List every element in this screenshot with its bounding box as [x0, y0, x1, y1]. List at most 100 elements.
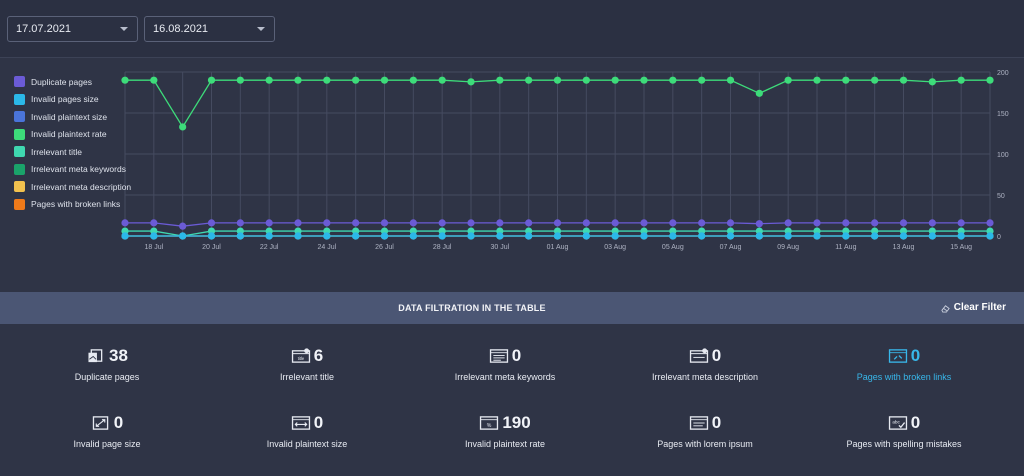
legend-swatch — [14, 163, 25, 175]
duplicate-pages-icon — [88, 349, 103, 363]
data-point — [640, 227, 648, 235]
data-point — [986, 232, 994, 240]
data-point — [669, 232, 677, 240]
data-point — [207, 219, 216, 227]
legend-item[interactable]: Invalid plaintext rate — [14, 126, 131, 144]
data-point — [496, 219, 504, 227]
data-point — [525, 76, 533, 84]
data-point — [409, 76, 417, 84]
data-point — [582, 232, 590, 240]
page-size-icon — [92, 416, 109, 430]
legend-swatch — [14, 198, 25, 210]
eraser-icon — [941, 304, 950, 313]
filter-tile[interactable]: 0 Irrelevant meta description — [625, 344, 785, 394]
line-chart: 0 50 100 150 200 18 Jul 20 Jul 22 Jul 24 Jul 26 J… — [121, 70, 1009, 251]
data-point — [582, 219, 590, 227]
legend-swatch — [14, 181, 25, 193]
data-point — [784, 219, 792, 227]
tile-header: title 6 — [227, 344, 387, 368]
tile-header: 0 — [625, 411, 785, 435]
data-point — [698, 232, 706, 240]
y-tick-label: 0 — [997, 234, 1001, 241]
legend-label: Invalid plaintext size — [31, 111, 108, 122]
data-point — [842, 227, 850, 235]
tile-label: Irrelevant meta description — [651, 372, 759, 382]
filter-tile[interactable]: 38 Duplicate pages — [27, 344, 187, 394]
legend-item[interactable]: Pages with broken links — [14, 196, 131, 214]
data-point — [179, 222, 187, 230]
chevron-down-icon — [120, 27, 128, 31]
data-point — [438, 232, 446, 240]
data-point — [467, 232, 475, 240]
data-point — [294, 219, 302, 227]
data-point — [467, 219, 475, 227]
data-point — [467, 227, 475, 235]
legend-item[interactable]: Invalid pages size — [14, 91, 131, 109]
data-point — [150, 232, 158, 240]
data-point — [496, 227, 504, 235]
y-tick-label: 200 — [997, 70, 1009, 77]
data-point — [496, 232, 504, 240]
data-point — [236, 76, 244, 84]
data-point — [121, 232, 129, 240]
legend-item[interactable]: Duplicate pages — [14, 73, 131, 91]
clear-filter-button[interactable]: Clear Filter — [941, 292, 1006, 324]
data-point — [265, 219, 273, 227]
data-point — [640, 76, 648, 84]
data-point — [294, 232, 302, 240]
data-point — [207, 232, 216, 240]
filter-title: DATA FILTRATION IN THE TABLE — [398, 303, 546, 313]
tile-label: Pages with broken links — [856, 372, 952, 382]
data-point — [236, 232, 244, 240]
data-point — [899, 219, 908, 227]
data-point — [352, 227, 360, 235]
data-point — [380, 76, 389, 84]
data-point — [611, 227, 619, 235]
filter-tile[interactable]: abc 0 Pages with spelling mistakes — [824, 411, 984, 461]
data-point — [265, 232, 273, 240]
filter-tile[interactable]: 0 Irrelevant meta keywords — [425, 344, 585, 394]
legend-swatch — [14, 146, 25, 158]
meta-description-icon — [689, 348, 708, 363]
filter-tile[interactable]: 0 Pages with lorem ipsum — [625, 411, 785, 461]
tile-label: Irrelevant meta keywords — [454, 372, 556, 382]
x-tick-label: 15 Aug — [950, 244, 972, 251]
data-point — [986, 227, 994, 235]
date-from-value: 17.07.2021 — [16, 23, 72, 35]
data-point — [669, 76, 677, 84]
tile-header: 0 — [824, 344, 984, 368]
data-point — [525, 232, 533, 240]
x-tick-label: 20 Jul — [202, 244, 221, 251]
date-from-select[interactable]: 17.07.2021 — [7, 16, 138, 42]
spelling-mistakes-icon: abc — [888, 416, 907, 430]
filter-tile[interactable]: 0 Invalid page size — [27, 411, 187, 461]
legend-item[interactable]: Irrelevant meta description — [14, 178, 131, 196]
data-point — [525, 219, 533, 227]
plaintext-rate-icon: % — [480, 416, 499, 430]
filter-tile[interactable]: title 6 Irrelevant title — [227, 344, 387, 394]
legend-label: Invalid plaintext rate — [31, 129, 107, 140]
date-to-select[interactable]: 16.08.2021 — [144, 16, 275, 42]
data-point — [150, 76, 158, 84]
data-point — [842, 232, 850, 240]
filter-tile[interactable]: 0 Pages with broken links — [824, 344, 984, 394]
data-point — [438, 76, 446, 84]
legend-item[interactable]: Irrelevant title — [14, 143, 131, 161]
data-point — [121, 76, 129, 84]
legend-item[interactable]: Irrelevant meta keywords — [14, 161, 131, 179]
legend-item[interactable]: Invalid plaintext size — [14, 108, 131, 126]
filter-tile[interactable]: 0 Invalid plaintext size — [227, 411, 387, 461]
data-point — [553, 227, 562, 235]
data-point — [582, 76, 590, 84]
filter-tile[interactable]: % 190 Invalid plaintext rate — [425, 411, 585, 461]
filter-header: DATA FILTRATION IN THE TABLE Clear Filte… — [0, 292, 1024, 324]
tile-header: abc 0 — [824, 411, 984, 435]
plaintext-size-icon — [291, 416, 310, 430]
data-point — [669, 227, 677, 235]
data-point — [640, 232, 648, 240]
x-tick-label: 24 Jul — [317, 244, 336, 251]
data-point — [755, 89, 763, 97]
x-tick-label: 11 Aug — [835, 244, 856, 251]
data-point — [409, 227, 417, 235]
data-point — [467, 78, 475, 86]
